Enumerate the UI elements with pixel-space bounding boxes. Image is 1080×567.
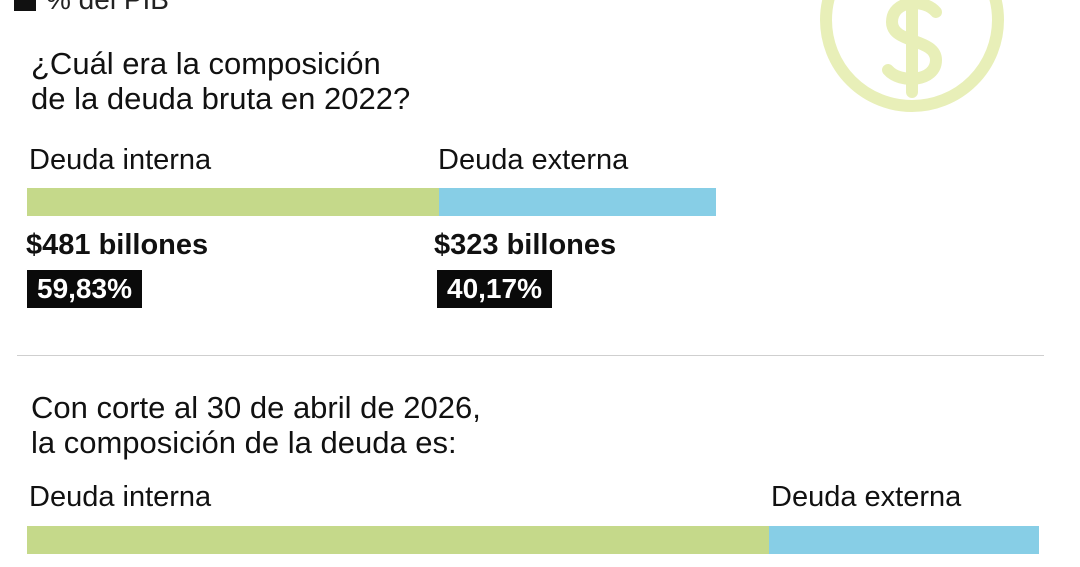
section-2026-title: Con corte al 30 de abril de 2026, la com… [31, 390, 481, 460]
legend-top: % del PIB [14, 0, 169, 16]
label-2026-interna: Deuda interna [29, 481, 212, 513]
section-2022-title-line1: ¿Cuál era la composición [31, 46, 381, 81]
label-2022-externa: Deuda externa [438, 144, 629, 176]
pct-badge-2022-externa: 40,17% [437, 270, 552, 308]
pct-badge-2022-interna: 59,83% [27, 270, 142, 308]
section-2026-title-line2: la composición de la deuda es: [31, 425, 457, 460]
bar-2026-interna [27, 526, 769, 554]
label-2026-externa: Deuda externa [771, 481, 962, 513]
section-2022-title: ¿Cuál era la composición de la deuda bru… [31, 46, 410, 116]
legend-label: % del PIB [46, 0, 169, 16]
section-2022-title-line2: de la deuda bruta en 2022? [31, 81, 411, 116]
bar-2026-externa [769, 526, 1039, 554]
section-2026-title-line1: Con corte al 30 de abril de 2026, [31, 390, 481, 425]
amount-2022-interna: $481 billones [26, 229, 209, 261]
bar-2022-externa [439, 188, 716, 216]
legend-swatch [14, 0, 36, 11]
bar-2022-interna [27, 188, 439, 216]
amount-2022-externa: $323 billones [434, 229, 617, 261]
section-divider [17, 355, 1044, 356]
dollar-coin-icon [820, 0, 1004, 112]
label-2022-interna: Deuda interna [29, 144, 212, 176]
